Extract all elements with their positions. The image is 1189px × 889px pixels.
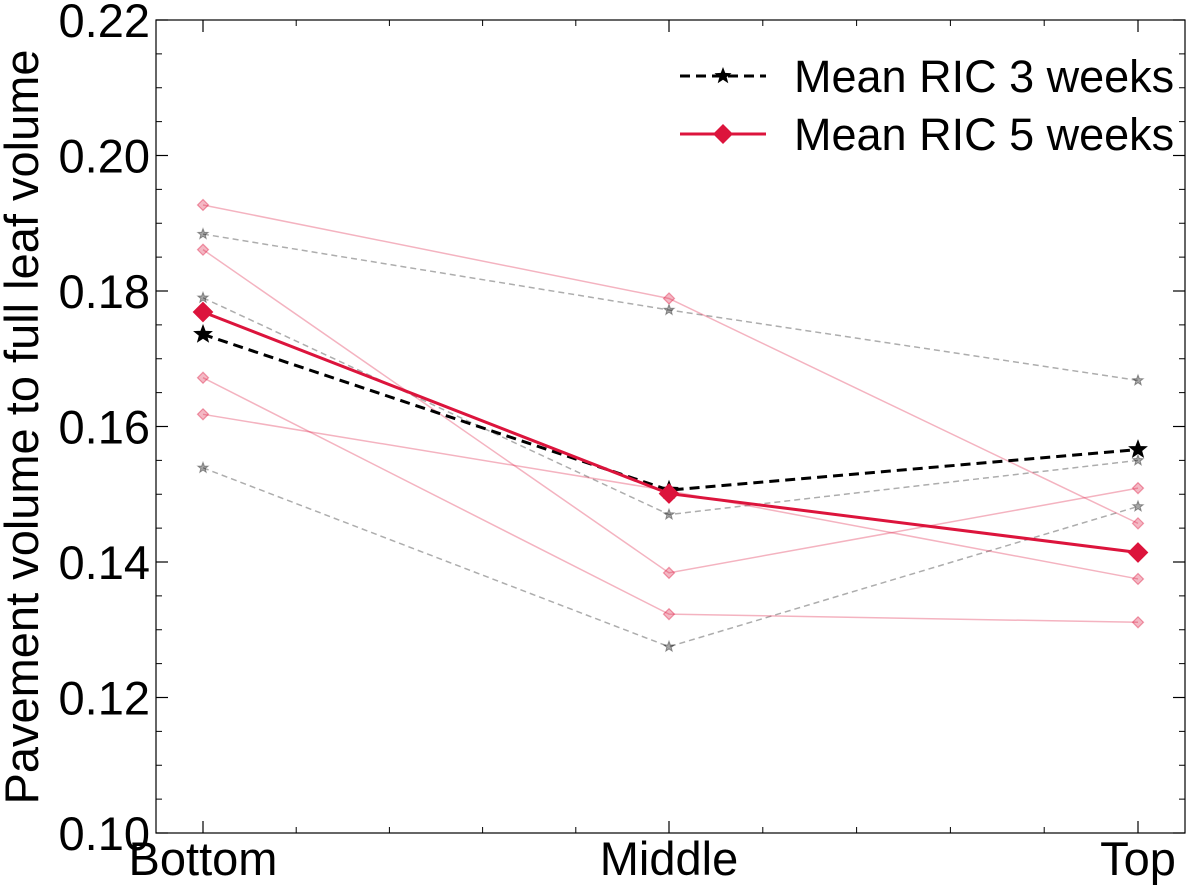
y-tick-label: 0.20 [59, 130, 150, 183]
individual-diamond-marker [1131, 481, 1145, 495]
legend-star-marker [714, 67, 732, 84]
individual-star-marker [196, 460, 210, 474]
legend-diamond-marker [713, 124, 733, 144]
individual-star-marker [662, 303, 676, 316]
mean-diamond-marker [192, 301, 214, 323]
individual-diamond-marker [1131, 517, 1145, 530]
mean-star-marker [1128, 439, 1148, 458]
individual-diamond-marker [196, 371, 210, 385]
legend: Mean RIC 3 weeks Mean RIC 5 weeks [680, 51, 1174, 160]
individual-star-marker [196, 227, 210, 240]
individual-five-weeks-line [202, 377, 1139, 624]
individual-star-marker [662, 639, 676, 653]
individual-star-marker [1131, 373, 1145, 387]
individual-three-weeks-line [202, 297, 1139, 516]
x-tick-label: Middle [600, 832, 738, 885]
individual-diamond-marker [196, 407, 210, 421]
mean-three-weeks-line [202, 332, 1139, 492]
individual-star-marker [196, 290, 210, 304]
mean-star-marker [193, 323, 213, 343]
y-tick-label: 0.10 [59, 807, 150, 860]
y-tick-label: 0.14 [59, 536, 150, 589]
individual-diamond-marker [1131, 615, 1145, 629]
individual-diamond-marker [196, 198, 210, 212]
y-axis-ticks: 0.10 0.12 0.14 0.16 0.18 0.20 0.22 [59, 0, 1185, 860]
mean-diamond-marker [658, 483, 680, 504]
individual-diamond-marker [662, 566, 676, 580]
individual-three-weeks-line [202, 233, 1139, 382]
individual-diamond-marker [662, 607, 676, 621]
individual-diamond-marker [662, 292, 676, 305]
individual-five-weeks-line [202, 204, 1139, 525]
individual-five-weeks-line [202, 249, 1139, 574]
plot-area [155, 19, 1186, 834]
y-axis-label: Pavement volume to full leaf volume [0, 50, 48, 805]
mean-series-group [192, 301, 1149, 563]
y-tick-label: 0.22 [59, 0, 150, 47]
y-tick-label: 0.16 [59, 401, 150, 454]
individual-diamond-marker [196, 243, 210, 257]
legend-entry-label: Mean RIC 5 weeks [794, 109, 1174, 160]
individual-star-marker [662, 507, 676, 521]
y-tick-label: 0.18 [59, 265, 150, 318]
individual-three-weeks-line [202, 467, 1139, 648]
y-tick-label: 0.12 [59, 672, 150, 725]
x-axis-ticks: Bottom Middle Top [129, 20, 1176, 885]
individual-star-marker [1131, 453, 1145, 466]
individual-star-marker [1131, 499, 1145, 513]
x-tick-label: Bottom [129, 832, 278, 885]
mean-diamond-marker [1127, 542, 1149, 563]
x-tick-label: Top [1100, 832, 1176, 885]
individual-diamond-marker [1131, 572, 1145, 586]
legend-entry-label: Mean RIC 3 weeks [794, 51, 1174, 102]
